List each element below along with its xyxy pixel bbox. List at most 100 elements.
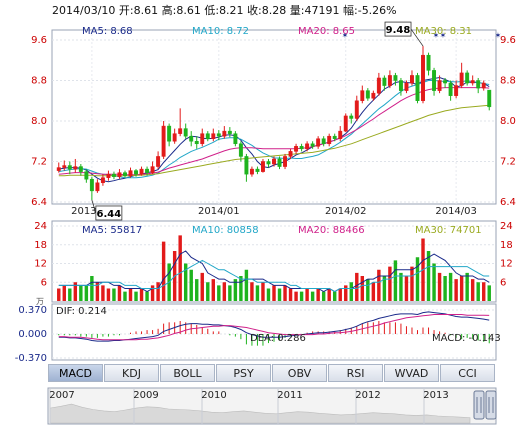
candle[interactable]: [365, 88, 370, 101]
candle[interactable]: [150, 161, 155, 175]
candle[interactable]: [172, 128, 177, 144]
candle[interactable]: [277, 156, 282, 170]
candle[interactable]: [106, 170, 111, 181]
candle[interactable]: [156, 151, 161, 170]
tab-wvad[interactable]: WVAD: [384, 364, 439, 382]
candle[interactable]: [67, 161, 72, 175]
candle[interactable]: [95, 179, 100, 193]
candle[interactable]: [249, 166, 254, 177]
candle[interactable]: [338, 126, 343, 142]
candle[interactable]: [123, 170, 127, 178]
tab-boll[interactable]: BOLL: [160, 364, 215, 382]
tab-macd[interactable]: MACD: [48, 364, 103, 382]
candle[interactable]: [393, 72, 398, 86]
candle[interactable]: [398, 77, 403, 96]
candle[interactable]: [371, 90, 376, 101]
candle[interactable]: [448, 80, 453, 101]
candle[interactable]: [421, 46, 425, 104]
candle[interactable]: [387, 70, 392, 89]
candle[interactable]: [382, 75, 387, 91]
tab-obv[interactable]: OBV: [272, 364, 327, 382]
candle[interactable]: [139, 166, 144, 176]
candle[interactable]: [465, 70, 470, 86]
candle[interactable]: [476, 77, 481, 94]
candle[interactable]: [261, 158, 265, 173]
candle[interactable]: [189, 131, 194, 147]
volume-bar: [426, 251, 431, 301]
candle[interactable]: [459, 62, 464, 89]
candle[interactable]: [211, 128, 216, 142]
candle[interactable]: [432, 67, 437, 96]
navigator-year: 2007: [49, 390, 74, 401]
price-x-tick: 2013/12: [71, 206, 113, 217]
volume-bar: [228, 285, 232, 301]
navigator-right-handle[interactable]: [485, 390, 497, 420]
tab-rsi[interactable]: RSI: [328, 364, 383, 382]
candle[interactable]: [294, 143, 299, 154]
candle[interactable]: [443, 77, 448, 89]
candle[interactable]: [205, 131, 210, 142]
tab-psy[interactable]: PSY: [216, 364, 271, 382]
candle[interactable]: [100, 174, 105, 186]
tab-cci[interactable]: CCI: [440, 364, 495, 382]
candle[interactable]: [161, 121, 166, 159]
candle[interactable]: [117, 169, 122, 179]
candle[interactable]: [470, 75, 475, 86]
candle[interactable]: [238, 141, 243, 162]
candle[interactable]: [145, 166, 150, 176]
candle[interactable]: [321, 136, 326, 147]
candle[interactable]: [183, 123, 188, 139]
candle[interactable]: [343, 113, 348, 133]
candle[interactable]: [437, 75, 442, 94]
candle[interactable]: [426, 52, 431, 76]
candle[interactable]: [299, 143, 304, 152]
candle-body: [459, 72, 464, 86]
candle[interactable]: [178, 108, 183, 137]
candle[interactable]: [305, 141, 310, 152]
candle[interactable]: [244, 153, 249, 182]
candle[interactable]: [327, 133, 332, 147]
volume-bar: [321, 291, 326, 301]
candle[interactable]: [227, 127, 232, 138]
candle[interactable]: [216, 130, 221, 141]
candle[interactable]: [62, 160, 67, 171]
candle[interactable]: [84, 169, 89, 183]
tab-kdj[interactable]: KDJ: [104, 364, 159, 382]
candle[interactable]: [56, 162, 61, 173]
candle[interactable]: [233, 131, 238, 147]
candle[interactable]: [111, 171, 116, 180]
candle[interactable]: [410, 70, 414, 86]
navigator-left-handle[interactable]: [473, 390, 485, 420]
candle[interactable]: [255, 166, 260, 175]
candle[interactable]: [332, 133, 337, 142]
candle[interactable]: [89, 176, 94, 200]
candle[interactable]: [316, 136, 321, 149]
candle[interactable]: [487, 89, 492, 111]
candle[interactable]: [167, 123, 172, 147]
candle[interactable]: [222, 126, 227, 139]
candle[interactable]: [283, 153, 287, 170]
candle[interactable]: [128, 167, 133, 178]
candle[interactable]: [288, 148, 293, 159]
candle[interactable]: [272, 156, 276, 167]
volume-y-tick-right: 6: [500, 277, 506, 288]
candle[interactable]: [194, 136, 199, 149]
candle-body: [316, 138, 321, 147]
candle[interactable]: [454, 80, 459, 99]
candle[interactable]: [481, 80, 486, 91]
candle[interactable]: [266, 158, 271, 168]
candle-body: [178, 128, 183, 134]
candle[interactable]: [200, 128, 205, 147]
candle[interactable]: [360, 85, 365, 104]
candle[interactable]: [354, 95, 359, 121]
candle[interactable]: [376, 72, 381, 96]
candle[interactable]: [349, 113, 354, 124]
candle[interactable]: [78, 164, 83, 176]
candle[interactable]: [404, 80, 409, 94]
candle-body: [161, 125, 166, 157]
candle[interactable]: [73, 158, 78, 173]
candle[interactable]: [310, 141, 315, 149]
candle[interactable]: [134, 169, 138, 177]
candle[interactable]: [415, 72, 420, 104]
